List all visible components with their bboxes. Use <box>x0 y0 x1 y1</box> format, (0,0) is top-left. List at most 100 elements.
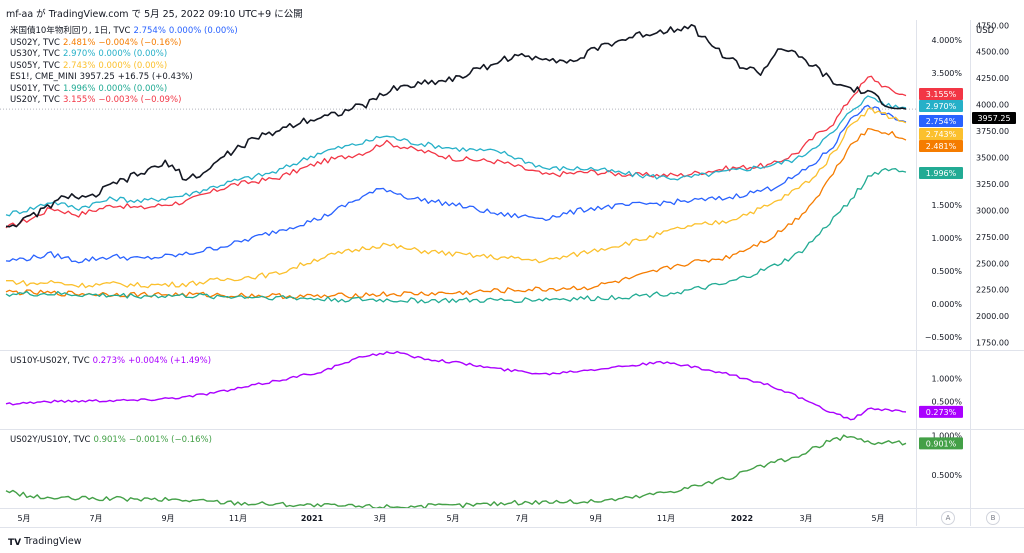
ratio-pane[interactable]: 1.000% 0.500% 0.901% US02Y/US10Y, TVC 0.901… <box>0 430 1024 508</box>
legend-row[interactable]: US30Y, TVC 2.970% 0.000% (0.00%) <box>10 49 241 61</box>
legend-value: 3.155% <box>62 95 96 105</box>
x-tick: 11月 <box>657 514 675 523</box>
y-tick-usd: 4500.00 <box>976 48 1009 57</box>
legend-change: 0.000% (0.00%) <box>98 83 168 94</box>
legend-row[interactable]: 米国債10年物利回り, 1日, TVC 2.754% 0.000% (0.00%) <box>10 26 241 38</box>
legend-value: 2.743% <box>62 60 96 71</box>
y-tick-usd: 4250.00 <box>976 74 1009 83</box>
legend-value: 0.901% <box>93 435 126 445</box>
main-chart-svg[interactable]: 4.000%3.500%3.000%2.500%2.000%1.500%1.00… <box>0 20 1024 350</box>
last-value-tag-bg <box>919 140 963 152</box>
last-value-tag: 3.155% <box>926 90 957 99</box>
x-tick: 5月 <box>446 514 459 523</box>
pane-divider[interactable] <box>0 350 1024 351</box>
legend-row[interactable]: US02Y, TVC 2.481% −0.004% (−0.16%) <box>10 38 241 50</box>
tradingview-logo-icon: 𝗧𝗩 <box>8 538 22 548</box>
series-line-us02y[interactable] <box>5 127 907 300</box>
y-tick-pct: 3.500% <box>931 69 962 78</box>
series-line-us01y[interactable] <box>5 167 907 304</box>
legend-row[interactable]: US20Y, TVC 3.155% −0.003% (−0.09%) <box>10 95 241 107</box>
legend-row[interactable]: US01Y, TVC 1.996% 0.000% (0.00%) <box>10 84 241 96</box>
y-tick: 0.500% <box>931 397 962 406</box>
y-tick: 1.000% <box>931 375 962 384</box>
last-value-tag-bg <box>919 437 963 450</box>
last-value-tag: 2.481% <box>926 142 957 151</box>
y-tick-pct: 4.000% <box>931 36 962 45</box>
legend-symbol: US20Y, TVC <box>10 95 60 105</box>
legend-symbol: ES1!, CME_MINI <box>10 72 77 82</box>
legend-change: −0.001% (−0.16%) <box>128 435 212 445</box>
x-tick: 9月 <box>161 514 174 523</box>
last-price-tag: 3957.25 <box>977 114 1010 123</box>
y-tick-usd: 3000.00 <box>976 206 1009 215</box>
x-tick: 2022 <box>731 514 753 523</box>
last-value-tag: 2.754% <box>926 117 957 126</box>
legend-change: 0.000% (0.00%) <box>98 60 168 71</box>
main-price-pane[interactable]: 4.000%3.500%3.000%2.500%2.000%1.500%1.00… <box>0 20 1024 350</box>
legend-value: 1.996% <box>62 83 96 94</box>
legend-row[interactable]: US10Y-US02Y, TVC 0.273% +0.004% (+1.49%) <box>10 356 214 368</box>
pane-divider[interactable] <box>0 429 1024 430</box>
spread-chart-svg[interactable]: 1.000% 0.500% 0.273% <box>0 351 1024 429</box>
legend-change: −0.004% (−0.16%) <box>98 37 182 48</box>
legend-symbol: US30Y, TVC <box>10 49 60 59</box>
last-value-tag-bg <box>919 115 963 127</box>
footer-bar: 𝗧𝗩 TradingView <box>0 527 1024 553</box>
ratio-chart-svg[interactable]: 1.000% 0.500% 0.901% <box>0 430 1024 508</box>
last-value-tag: 1.996% <box>926 169 957 178</box>
x-tick: 3月 <box>799 514 812 523</box>
y-tick-usd: 2250.00 <box>976 286 1009 295</box>
log-scale-button[interactable]: B <box>986 511 1000 525</box>
last-price-tag-bg <box>972 112 1016 124</box>
x-tick: 7月 <box>515 514 528 523</box>
auto-scale-button[interactable]: A <box>941 511 955 525</box>
y-tick-pct: 1.500% <box>931 201 962 210</box>
y-tick: 1.000% <box>931 432 962 441</box>
y-tick-pct: −0.500% <box>925 333 963 342</box>
legend-change: +0.004% (+1.49%) <box>128 356 212 366</box>
legend-symbol: US05Y, TVC <box>10 60 60 71</box>
currency-unit-label: USD <box>976 26 995 36</box>
last-value-tag-bg <box>919 405 963 418</box>
last-value-tag-bg <box>919 128 963 140</box>
y-tick-usd: 3250.00 <box>976 180 1009 189</box>
series-line-es1[interactable] <box>5 24 907 228</box>
last-value-tag-bg <box>919 100 963 112</box>
y-tick: 0.500% <box>931 471 962 480</box>
legend-row[interactable]: ES1!, CME_MINI 3957.25 +16.75 (+0.43%) <box>10 72 241 84</box>
y-tick-usd: 4750.00 <box>976 21 1009 30</box>
series-line[interactable] <box>5 434 907 508</box>
series-line-us30y[interactable] <box>5 95 907 217</box>
last-value-tag: 0.901% <box>926 439 957 448</box>
legend-row[interactable]: US05Y, TVC 2.743% 0.000% (0.00%) <box>10 61 241 73</box>
x-tick: 9月 <box>589 514 602 523</box>
last-value-tag: 2.743% <box>926 130 957 139</box>
spread-legend: US10Y-US02Y, TVC 0.273% +0.004% (+1.49%) <box>10 356 214 368</box>
y-tick-pct: 1.000% <box>931 234 962 243</box>
legend-symbol: 米国債10年物利回り, 1日, TVC <box>10 26 131 36</box>
x-tick: 5月 <box>17 514 30 523</box>
legend-symbol: US02Y, TVC <box>10 37 60 48</box>
legend-value: 0.273% <box>92 356 126 366</box>
legend-symbol: US01Y, TVC <box>10 83 60 94</box>
last-value-tag-bg <box>919 88 963 100</box>
x-tick: 2021 <box>301 514 324 523</box>
series-line-us05y[interactable] <box>5 107 907 289</box>
price-scale-right-border <box>970 20 971 526</box>
tradingview-brand[interactable]: 𝗧𝗩 TradingView <box>8 536 82 548</box>
legend-change: +16.75 (+0.43%) <box>117 72 193 82</box>
y-tick-usd: 2750.00 <box>976 233 1009 242</box>
time-axis[interactable]: 5月 7月 9月 11月 2021 3月 5月 7月 9月 11月 2022 3月 5月 <box>0 509 1024 527</box>
series-line[interactable] <box>5 351 907 421</box>
y-tick-usd: 2000.00 <box>976 312 1009 321</box>
y-tick-usd: 3750.00 <box>976 127 1009 136</box>
y-tick-usd: 1750.00 <box>976 339 1009 348</box>
y-tick-usd: 2500.00 <box>976 259 1009 268</box>
brand-name: TradingView <box>24 536 82 547</box>
legend-value: 2.481% <box>62 37 96 48</box>
spread-pane[interactable]: 1.000% 0.500% 0.273% US10Y-US02Y, TVC 0.273… <box>0 351 1024 429</box>
x-tick: 11月 <box>229 514 247 523</box>
series-line-us10y[interactable] <box>5 104 907 264</box>
ratio-legend: US02Y/US10Y, TVC 0.901% −0.001% (−0.16%) <box>10 435 215 447</box>
legend-row[interactable]: US02Y/US10Y, TVC 0.901% −0.001% (−0.16%) <box>10 435 215 447</box>
